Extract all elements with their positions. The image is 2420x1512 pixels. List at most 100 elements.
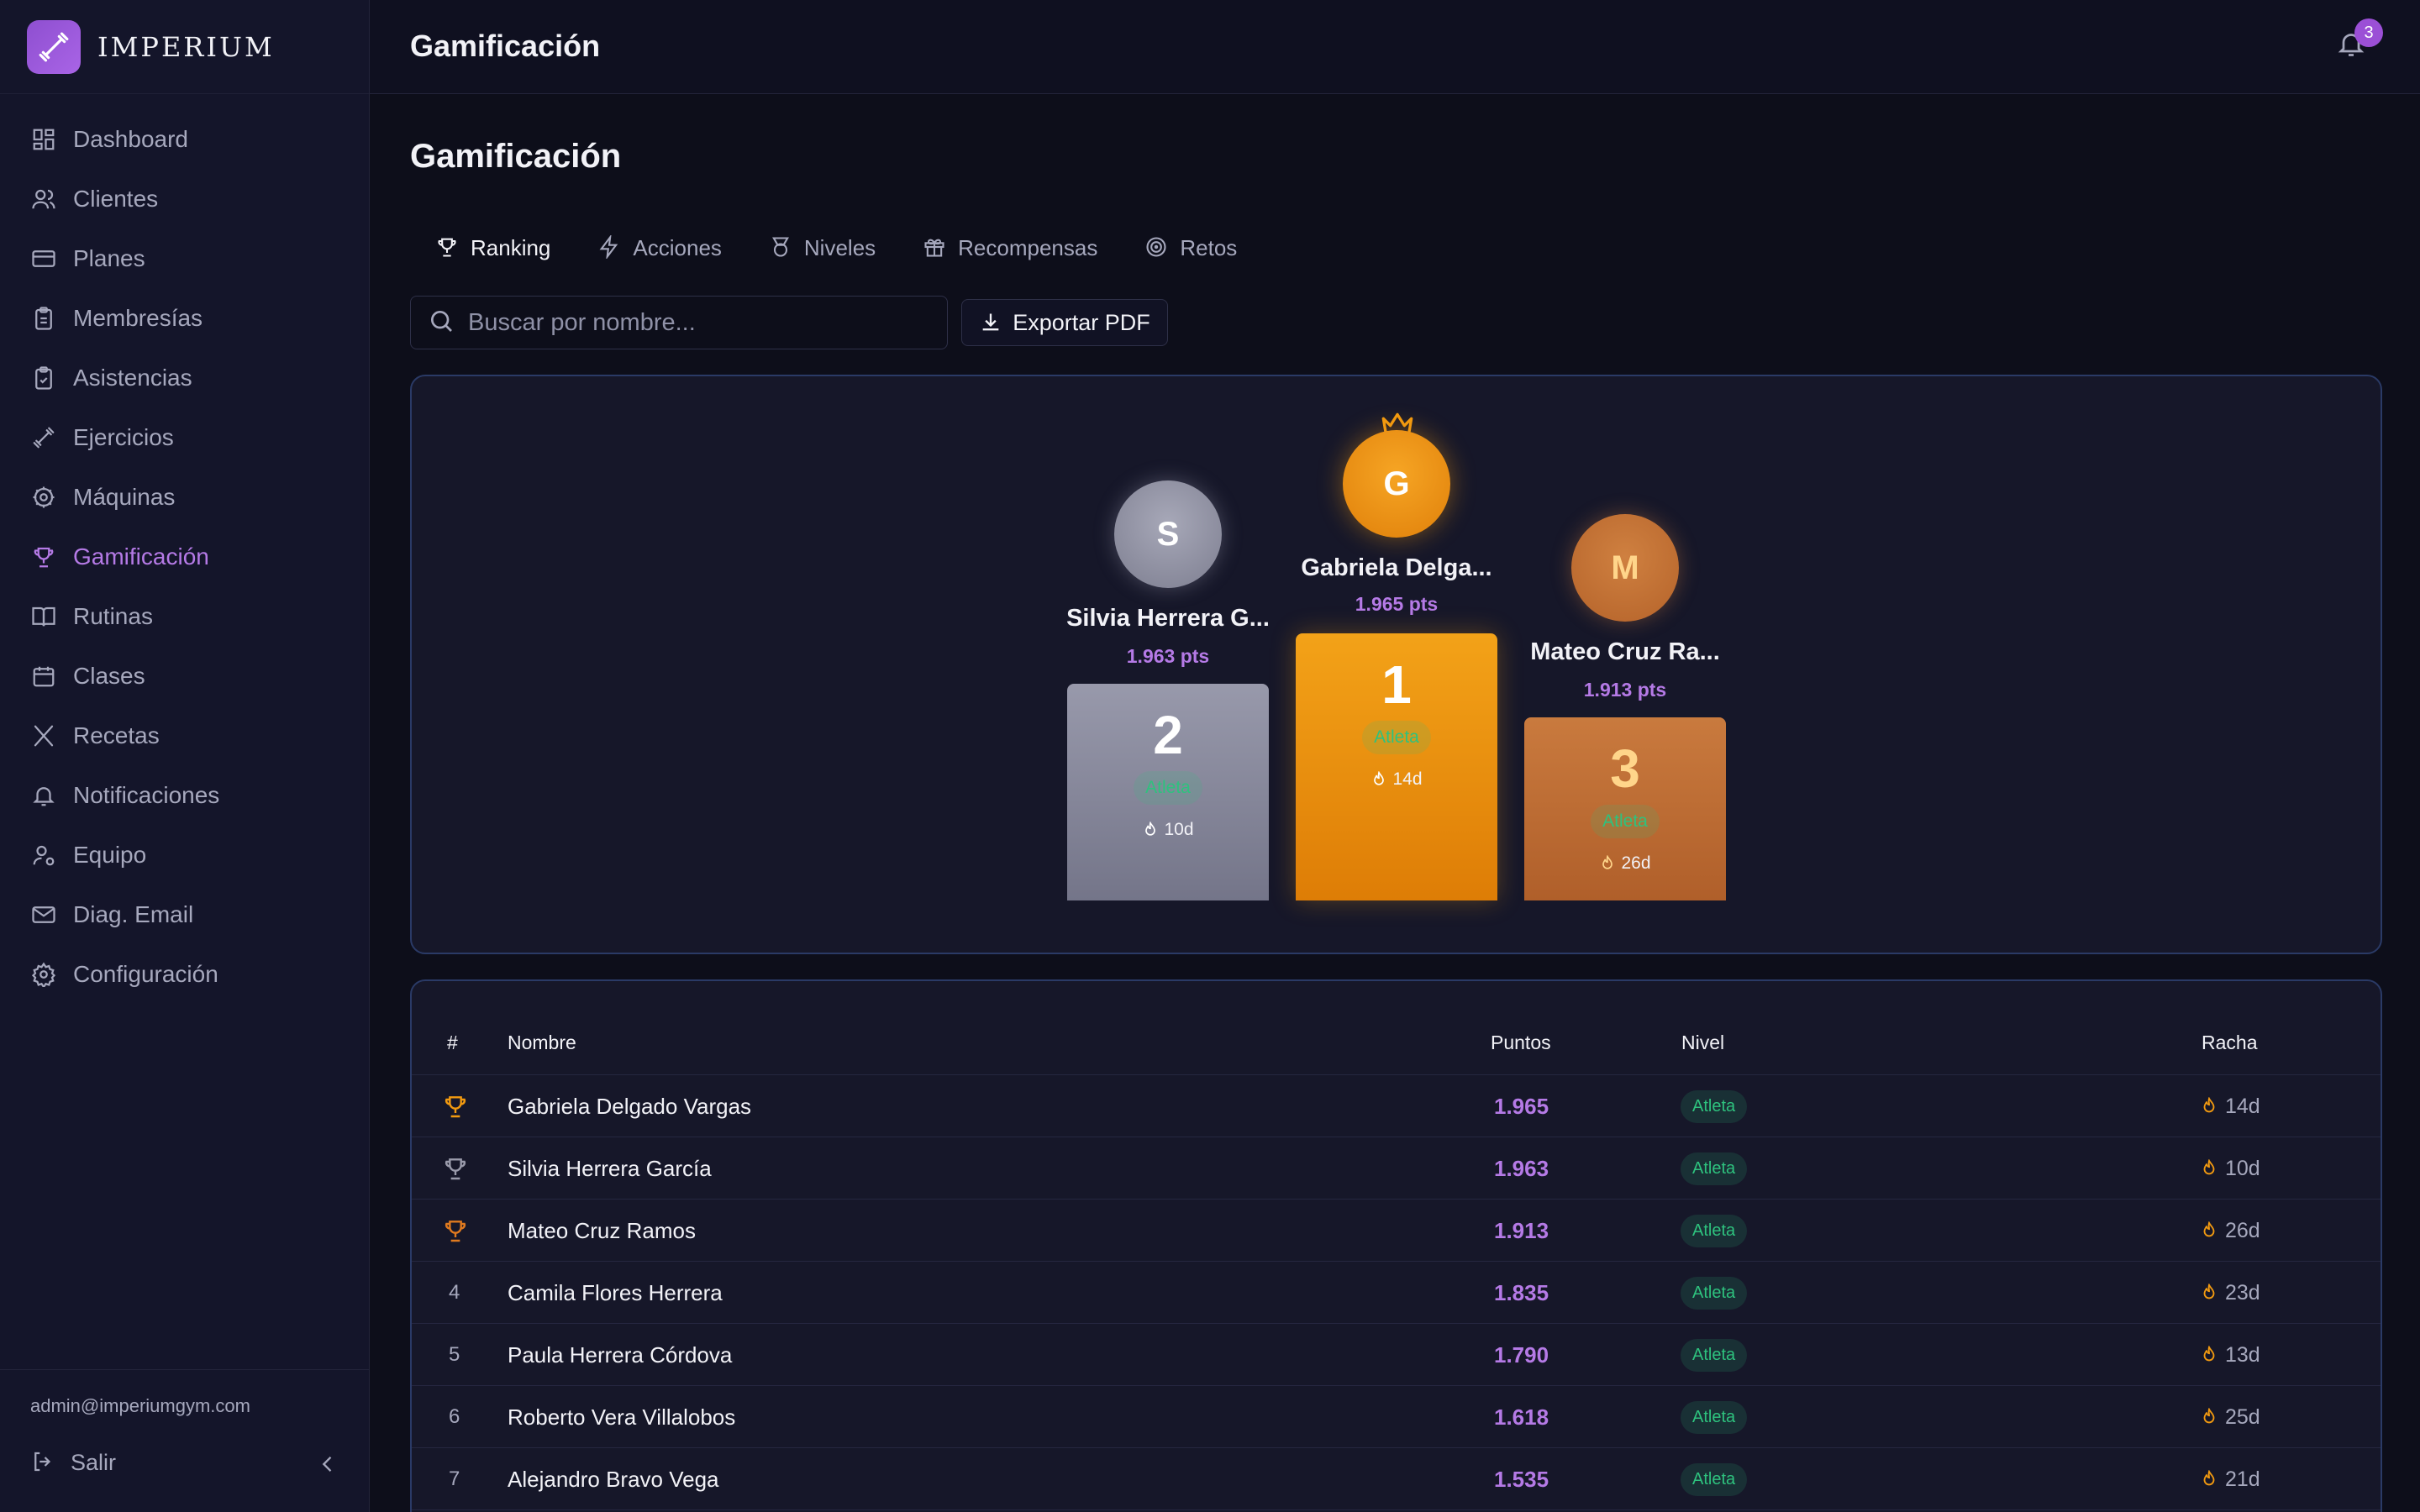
- podium-block-second: 2 Atleta 10d: [1067, 684, 1269, 900]
- row-points: 1.913: [1494, 1217, 1549, 1243]
- sidebar-item-label: Rutinas: [73, 602, 153, 629]
- streak-value: 26d: [1621, 853, 1651, 873]
- podium-name: Mateo Cruz Ra...: [1530, 638, 1720, 665]
- logout-icon: [30, 1449, 57, 1476]
- sidebar-item-configuracion[interactable]: Configuración: [0, 944, 369, 1004]
- flame-icon: [2200, 1158, 2218, 1178]
- avatar: G: [1343, 430, 1450, 538]
- col-rank-header: #: [447, 1032, 458, 1053]
- table-header: # Nombre Puntos Nivel Racha: [412, 981, 2381, 1075]
- streak-value: 23d: [2225, 1280, 2260, 1305]
- row-streak: 14d: [2200, 1075, 2260, 1137]
- podium-rank: 1: [1381, 654, 1412, 715]
- table-row[interactable]: 6 Roberto Vera Villalobos 1.618 Atleta 2…: [412, 1386, 2381, 1448]
- logout-button[interactable]: Salir: [30, 1449, 116, 1476]
- table-row[interactable]: Silvia Herrera García 1.963 Atleta 10d: [412, 1137, 2381, 1200]
- sidebar-item-gamificacion[interactable]: Gamificación: [0, 527, 369, 586]
- podium-points: 1.913 pts: [1583, 679, 1667, 701]
- col-points-header: Puntos: [1491, 1032, 1551, 1053]
- row-rank: 7: [449, 1467, 460, 1490]
- sidebar-item-label: Asistencias: [73, 364, 192, 391]
- table-row[interactable]: Gabriela Delgado Vargas 1.965 Atleta 14d: [412, 1075, 2381, 1137]
- flame-icon: [2200, 1407, 2218, 1426]
- streak: 10d: [1067, 820, 1269, 840]
- level-badge: Atleta: [1681, 1462, 1748, 1496]
- brand: IMPERIUM: [0, 0, 369, 94]
- search-input[interactable]: [468, 308, 939, 337]
- sidebar-item-membresias[interactable]: Membresías: [0, 288, 369, 348]
- sidebar-item-maquinas[interactable]: Máquinas: [0, 467, 369, 527]
- row-name: Alejandro Bravo Vega: [508, 1466, 719, 1492]
- sidebar-item-planes[interactable]: Planes: [0, 228, 369, 288]
- sidebar-item-label: Gamificación: [73, 543, 209, 570]
- download-icon: [979, 311, 1002, 334]
- sidebar-item-label: Clases: [73, 662, 145, 689]
- table-row[interactable]: 7 Alejandro Bravo Vega 1.535 Atleta 21d: [412, 1448, 2381, 1510]
- sidebar-item-rutinas[interactable]: Rutinas: [0, 586, 369, 646]
- podium-card: S Silvia Herrera G... 1.963 pts 2 Atleta…: [410, 375, 2382, 954]
- utensils-icon: [30, 722, 57, 749]
- level-badge: Atleta: [1591, 805, 1660, 838]
- flame-icon: [2200, 1283, 2218, 1302]
- sidebar-item-clases[interactable]: Clases: [0, 646, 369, 706]
- sidebar-footer: admin@imperiumgym.com Salir: [0, 1369, 370, 1512]
- sidebar-item-diag-email[interactable]: Diag. Email: [0, 885, 369, 944]
- sidebar-item-label: Planes: [73, 244, 145, 271]
- row-rank: 4: [449, 1281, 460, 1304]
- sidebar-item-label: Recetas: [73, 722, 160, 748]
- tabs: Ranking Acciones Niveles Recompensas Ret…: [435, 220, 1284, 276]
- search-icon: [428, 307, 455, 339]
- trophy-icon: [30, 543, 57, 570]
- export-pdf-button[interactable]: Exportar PDF: [961, 299, 1168, 346]
- podium-block-third: 3 Atleta 26d: [1524, 717, 1726, 900]
- sidebar-item-recetas[interactable]: Recetas: [0, 706, 369, 765]
- level-badge: Atleta: [1681, 1276, 1748, 1310]
- flame-icon: [1370, 770, 1387, 788]
- page-header-title: Gamificación: [410, 29, 601, 63]
- row-name: Camila Flores Herrera: [508, 1279, 723, 1305]
- medal-icon: [769, 235, 794, 260]
- level-badge: Atleta: [1681, 1214, 1748, 1247]
- bolt-icon: [597, 234, 623, 260]
- row-name: Silvia Herrera García: [508, 1155, 712, 1181]
- sidebar-item-asistencias[interactable]: Asistencias: [0, 348, 369, 407]
- sidebar-item-equipo[interactable]: Equipo: [0, 825, 369, 885]
- sidebar-item-label: Membresías: [73, 304, 203, 331]
- search-box: [410, 296, 948, 349]
- clipboard-check-icon: [30, 365, 57, 391]
- streak-value: 25d: [2225, 1404, 2260, 1429]
- table-row[interactable]: Mateo Cruz Ramos 1.913 Atleta 26d: [412, 1200, 2381, 1262]
- sidebar-item-label: Equipo: [73, 841, 147, 868]
- trophy-icon: [435, 235, 460, 260]
- table-row[interactable]: 4 Camila Flores Herrera 1.835 Atleta 23d: [412, 1262, 2381, 1324]
- tab-recompensas[interactable]: Recompensas: [923, 220, 1097, 276]
- sidebar-item-label: Notificaciones: [73, 781, 220, 808]
- sidebar-item-clientes[interactable]: Clientes: [0, 169, 369, 228]
- level-badge: Atleta: [1681, 1152, 1748, 1185]
- streak-value: 14d: [1392, 769, 1423, 789]
- podium-name: Silvia Herrera G...: [1066, 605, 1270, 632]
- notifications-bell-icon[interactable]: [2336, 29, 2370, 62]
- tab-ranking[interactable]: Ranking: [435, 220, 550, 276]
- dashboard-icon: [30, 126, 57, 153]
- sidebar-item-notificaciones[interactable]: Notificaciones: [0, 765, 369, 825]
- page-title: Gamificación: [410, 138, 622, 175]
- avatar: S: [1114, 480, 1222, 588]
- logout-label: Salir: [71, 1449, 117, 1475]
- row-rank: 6: [449, 1405, 460, 1428]
- admin-email: admin@imperiumgym.com: [30, 1395, 250, 1416]
- row-points: 1.618: [1494, 1404, 1549, 1430]
- tab-niveles[interactable]: Niveles: [769, 220, 876, 276]
- podium-points: 1.965 pts: [1355, 593, 1439, 615]
- collapse-sidebar-chevron-icon[interactable]: [316, 1452, 339, 1476]
- table-row[interactable]: 5 Paula Herrera Córdova 1.790 Atleta 13d: [412, 1324, 2381, 1386]
- sidebar-item-ejercicios[interactable]: Ejercicios: [0, 407, 369, 467]
- trophy-gold-icon: [442, 1075, 469, 1137]
- bell-icon: [30, 782, 57, 809]
- calendar-icon: [30, 663, 57, 690]
- tab-acciones[interactable]: Acciones: [597, 220, 722, 276]
- sidebar-item-dashboard[interactable]: Dashboard: [0, 109, 369, 169]
- target-icon: [1144, 235, 1170, 260]
- avatar: M: [1571, 514, 1679, 622]
- tab-retos[interactable]: Retos: [1144, 220, 1237, 276]
